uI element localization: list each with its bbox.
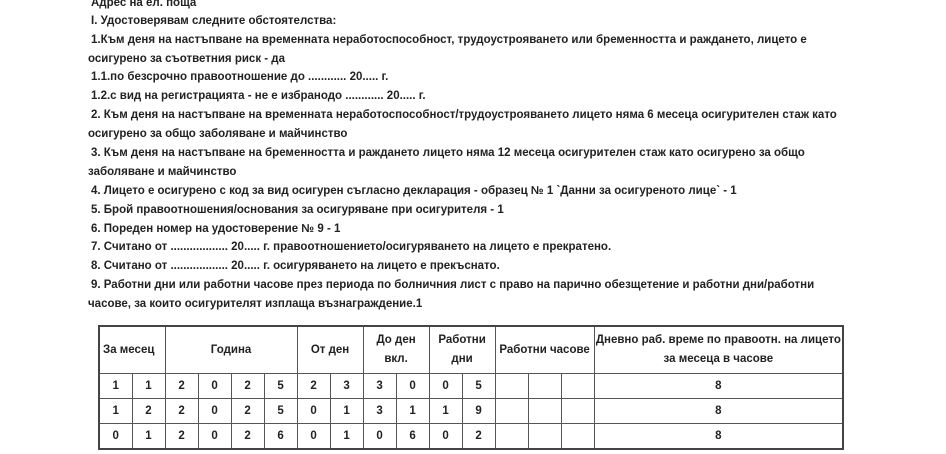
text-line: 5. Брой правоотношения/основания за осиг… <box>91 204 504 216</box>
text-line: Адрес на ел. поща <box>91 0 197 9</box>
table-cell: 0 <box>395 373 430 399</box>
table-cell <box>560 423 595 450</box>
table-cell <box>494 423 529 450</box>
table-cell <box>494 373 529 399</box>
table-cell: 9 <box>461 398 496 424</box>
daily-hours-cell: 8 <box>593 423 844 450</box>
table-cell: 1 <box>329 423 364 450</box>
table-cell <box>527 373 562 399</box>
header-work-days: Работни дни <box>428 325 496 374</box>
header-work-hours: Работни часове <box>494 325 595 374</box>
text-line: 1.1.по безсрочно правоотношение до .....… <box>91 71 389 83</box>
text-line: 1.Към деня на настъпване на временната н… <box>91 34 807 46</box>
table-cell <box>560 398 595 424</box>
table-cell: 2 <box>230 398 265 424</box>
table-cell: 2 <box>230 423 265 450</box>
text-line: 8. Считано от .................. 20.....… <box>91 260 500 272</box>
table-cell: 1 <box>329 398 364 424</box>
table-cell: 0 <box>197 423 232 450</box>
table-cell: 5 <box>461 373 496 399</box>
table-cell: 0 <box>428 373 463 399</box>
table-cell: 2 <box>164 423 199 450</box>
text-line: часове, за които осигурителят изплаща въ… <box>88 298 423 310</box>
table-cell: 6 <box>263 423 298 450</box>
work-days-table: За месец Година От ден До ден вкл. Работ… <box>98 325 845 450</box>
table-cell <box>527 398 562 424</box>
table-cell <box>527 423 562 450</box>
text-line: I. Удостоверявам следните обстоятелства: <box>91 15 337 27</box>
table-cell: 2 <box>230 373 265 399</box>
text-line: 3. Към деня на настъпване на бременностт… <box>91 147 805 159</box>
header-from-day: От ден <box>296 325 364 374</box>
table-cell: 3 <box>362 373 397 399</box>
table-cell: 3 <box>362 398 397 424</box>
table-cell: 0 <box>296 423 331 450</box>
table-cell: 6 <box>395 423 430 450</box>
header-year: Година <box>164 325 298 374</box>
table-cell: 3 <box>329 373 364 399</box>
header-daily-hours: Дневно раб. време по правоотн. на лицето… <box>593 325 844 374</box>
table-cell: 2 <box>296 373 331 399</box>
text-line: 4. Лицето е осигурено с код за вид осигу… <box>91 185 737 197</box>
table-cell <box>494 398 529 424</box>
table-cell: 2 <box>164 398 199 424</box>
table-cell: 2 <box>461 423 496 450</box>
table-cell: 0 <box>98 423 133 450</box>
table-cell: 2 <box>164 373 199 399</box>
table-cell: 1 <box>428 398 463 424</box>
table-cell: 1 <box>395 398 430 424</box>
text-line: 6. Пореден номер на удостоверение № 9 - … <box>91 223 341 235</box>
text-line: 1.2.с вид на регистрацията - не е избран… <box>91 90 426 102</box>
text-line: заболяване и майчинство <box>88 166 237 178</box>
daily-hours-cell: 8 <box>593 373 844 399</box>
table-cell: 1 <box>131 423 166 450</box>
table-cell: 1 <box>98 373 133 399</box>
table-header-row: За месец Година От ден До ден вкл. Работ… <box>98 325 844 374</box>
text-line: 7. Считано от .................. 20.....… <box>91 241 612 253</box>
table-cell: 0 <box>296 398 331 424</box>
table-cell: 1 <box>98 398 133 424</box>
table-cell: 5 <box>263 398 298 424</box>
text-line: 9. Работни дни или работни часове през п… <box>91 279 815 291</box>
table-cell: 2 <box>131 398 166 424</box>
table-cell: 5 <box>263 373 298 399</box>
table-cell <box>560 373 595 399</box>
daily-hours-cell: 8 <box>593 398 844 424</box>
text-line: осигурено за съответния риск - да <box>88 53 285 65</box>
text-line: осигурено за общо заболяване и майчинств… <box>88 128 348 140</box>
table-cell: 0 <box>362 423 397 450</box>
header-to-day: До ден вкл. <box>362 325 430 374</box>
header-month: За месец <box>98 325 166 374</box>
table-cell: 0 <box>197 398 232 424</box>
table-cell: 0 <box>428 423 463 450</box>
text-line: 2. Към деня на настъпване на временната … <box>91 109 837 121</box>
table-cell: 1 <box>131 373 166 399</box>
table-cell: 0 <box>197 373 232 399</box>
